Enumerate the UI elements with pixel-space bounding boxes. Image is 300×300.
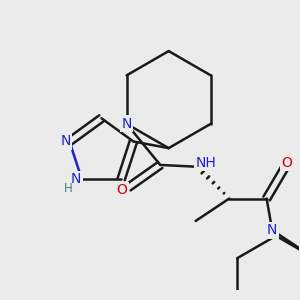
Text: O: O: [282, 156, 292, 170]
Text: N: N: [122, 117, 132, 131]
Text: NH: NH: [195, 156, 216, 170]
Text: H: H: [64, 182, 73, 195]
Text: N: N: [71, 172, 81, 186]
Text: O: O: [116, 183, 127, 197]
Text: N: N: [61, 134, 71, 148]
Text: N: N: [267, 223, 278, 237]
